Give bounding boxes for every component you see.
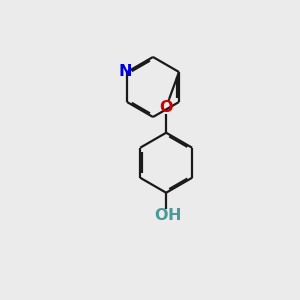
Text: O: O: [159, 100, 173, 115]
Text: O: O: [154, 208, 168, 223]
Text: N: N: [119, 64, 132, 79]
Text: H: H: [168, 208, 181, 223]
